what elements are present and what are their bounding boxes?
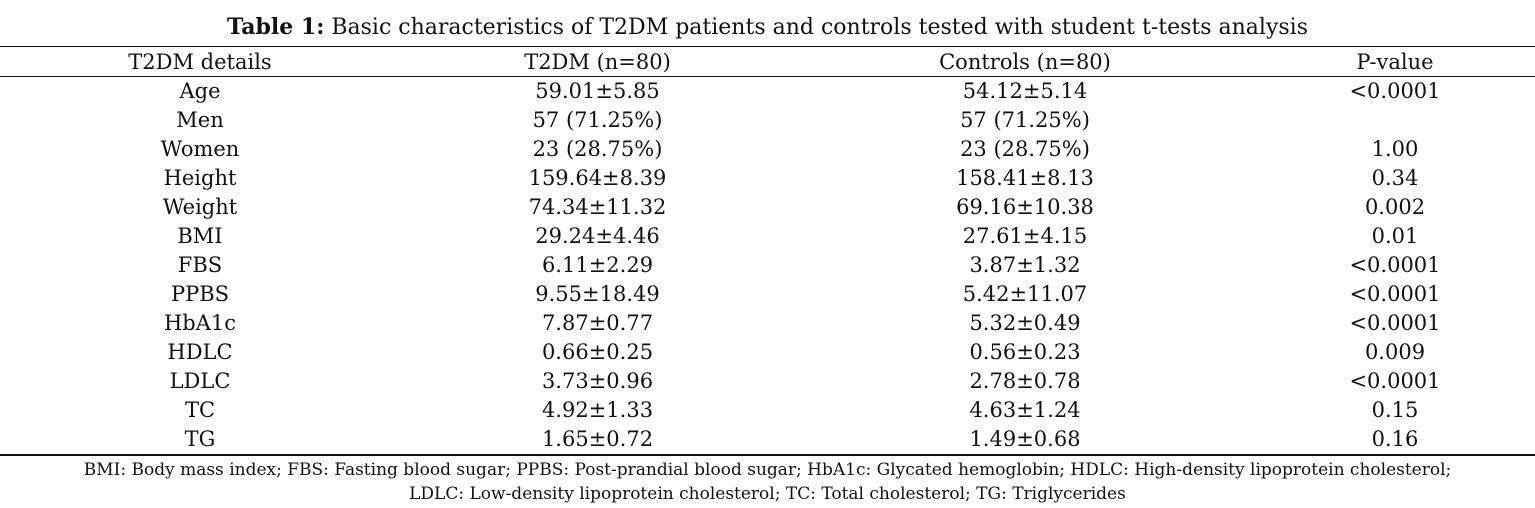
table-header-rule (0, 76, 1535, 77)
cell-p-value: 0.002 (1364, 195, 1426, 219)
cell-t2dm: 159.64±8.39 (528, 166, 667, 190)
cell-controls: 158.41±8.13 (956, 166, 1094, 190)
table-row: Men 57 (71.25%) 57 (71.25%) (0, 106, 1535, 135)
table-bottom-rule (0, 454, 1535, 456)
cell-t2dm: 74.34±11.32 (528, 195, 667, 219)
table-top-rule (0, 46, 1535, 47)
table-footnote: BMI: Body mass index; FBS: Fasting blood… (0, 458, 1535, 506)
cell-controls: 2.78±0.78 (969, 369, 1081, 393)
cell-t2dm: 7.87±0.77 (541, 311, 654, 335)
table-row: HDLC 0.66±0.25 0.56±0.23 0.009 (0, 338, 1535, 367)
cell-t2dm: 0.66±0.25 (541, 340, 654, 364)
cell-detail: Height (163, 166, 237, 190)
cell-controls: 54.12±5.14 (962, 79, 1088, 103)
cell-controls: 1.49±0.68 (969, 427, 1081, 451)
cell-p-value: 0.009 (1364, 340, 1426, 364)
cell-controls: 23 (28.75%) (960, 137, 1090, 161)
cell-detail: LDLC (169, 369, 231, 393)
cell-controls: 5.32±0.49 (969, 311, 1081, 335)
table-row: Height 159.64±8.39 158.41±8.13 0.34 (0, 164, 1535, 193)
column-header-details: T2DM details (128, 50, 272, 74)
cell-t2dm: 6.11±2.29 (541, 253, 654, 277)
table-row: PPBS 9.55±18.49 5.42±11.07 <0.0001 (0, 280, 1535, 309)
cell-controls: 0.56±0.23 (969, 340, 1081, 364)
table-row: HbA1c 7.87±0.77 5.32±0.49 <0.0001 (0, 309, 1535, 338)
cell-controls: 4.63±1.24 (969, 398, 1081, 422)
cell-detail: FBS (177, 253, 223, 277)
cell-detail: Age (179, 79, 221, 103)
cell-detail: HbA1c (163, 311, 237, 335)
cell-p-value: <0.0001 (1349, 311, 1441, 335)
cell-controls: 3.87±1.32 (969, 253, 1081, 277)
cell-detail: TG (184, 427, 216, 451)
cell-p-value: <0.0001 (1349, 369, 1441, 393)
cell-t2dm: 4.92±1.33 (541, 398, 654, 422)
table-row: TG 1.65±0.72 1.49±0.68 0.16 (0, 425, 1535, 454)
cell-detail: TC (184, 398, 216, 422)
footnote-line-1: BMI: Body mass index; FBS: Fasting blood… (83, 460, 1452, 480)
table-row: BMI 29.24±4.46 27.61±4.15 0.01 (0, 222, 1535, 251)
footnote-line-2: LDLC: Low-density lipoprotein cholestero… (409, 484, 1126, 504)
cell-p-value: <0.0001 (1349, 79, 1441, 103)
cell-t2dm: 23 (28.75%) (532, 137, 663, 161)
cell-p-value: <0.0001 (1349, 253, 1441, 277)
table-row: Age 59.01±5.85 54.12±5.14 <0.0001 (0, 77, 1535, 106)
cell-t2dm: 1.65±0.72 (541, 427, 654, 451)
cell-controls: 5.42±11.07 (962, 282, 1088, 306)
cell-p-value: 0.16 (1371, 427, 1419, 451)
table-row: Women 23 (28.75%) 23 (28.75%) 1.00 (0, 135, 1535, 164)
cell-p-value (1255, 106, 1535, 135)
cell-detail: BMI (177, 224, 223, 248)
table-row: LDLC 3.73±0.96 2.78±0.78 <0.0001 (0, 367, 1535, 396)
characteristics-table: T2DM details T2DM (n=80) Controls (n=80)… (0, 47, 1535, 454)
column-header-controls: Controls (n=80) (939, 50, 1111, 74)
cell-controls: 57 (71.25%) (960, 108, 1090, 132)
cell-controls: 69.16±10.38 (956, 195, 1094, 219)
table-caption-label: Table 1: (226, 14, 325, 40)
cell-t2dm: 57 (71.25%) (532, 108, 663, 132)
table-row: TC 4.92±1.33 4.63±1.24 0.15 (0, 396, 1535, 425)
cell-detail: Weight (162, 195, 238, 219)
cell-detail: Women (160, 137, 240, 161)
table-row: FBS 6.11±2.29 3.87±1.32 <0.0001 (0, 251, 1535, 280)
table-caption: Table 1: Basic characteristics of T2DM p… (0, 13, 1535, 42)
table-row: Weight 74.34±11.32 69.16±10.38 0.002 (0, 193, 1535, 222)
cell-p-value: 0.01 (1371, 224, 1419, 248)
cell-t2dm: 59.01±5.85 (535, 79, 660, 103)
cell-detail: Men (176, 108, 224, 132)
table-caption-text: Basic characteristics of T2DM patients a… (331, 15, 1309, 40)
cell-detail: HDLC (167, 340, 233, 364)
cell-p-value: 1.00 (1371, 137, 1419, 161)
column-header-p-value: P-value (1356, 50, 1434, 74)
cell-p-value: 0.15 (1371, 398, 1419, 422)
cell-t2dm: 9.55±18.49 (535, 282, 660, 306)
cell-t2dm: 29.24±4.46 (535, 224, 660, 248)
table-body: Age 59.01±5.85 54.12±5.14 <0.0001 Men 57 (71.… (0, 77, 1535, 454)
cell-p-value: 0.34 (1371, 166, 1419, 190)
table-header-row: T2DM details T2DM (n=80) Controls (n=80)… (0, 47, 1535, 77)
cell-detail: PPBS (170, 282, 230, 306)
cell-t2dm: 3.73±0.96 (541, 369, 654, 393)
cell-controls: 27.61±4.15 (962, 224, 1088, 248)
column-header-t2dm: T2DM (n=80) (524, 50, 671, 74)
cell-p-value: <0.0001 (1349, 282, 1441, 306)
